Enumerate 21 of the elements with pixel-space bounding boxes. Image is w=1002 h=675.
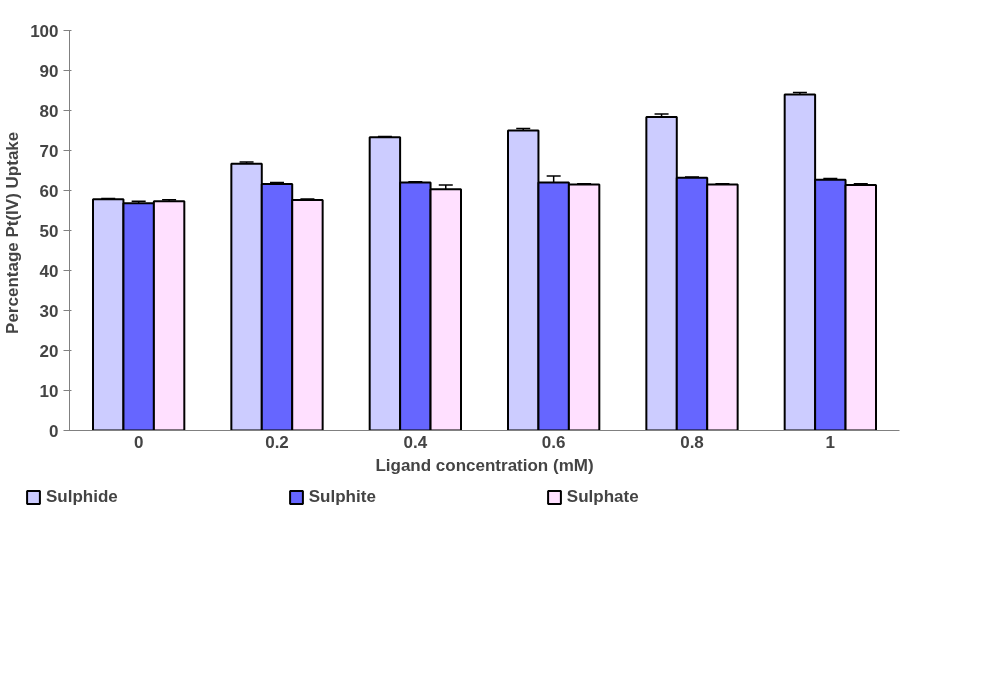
y-tick-label: 90 (39, 61, 59, 81)
legend-label: Sulphite (308, 487, 376, 507)
y-tick-label: 20 (39, 341, 59, 361)
x-tick-label: 0.6 (541, 432, 566, 452)
y-tick-label: 30 (39, 301, 59, 321)
y-tick-label: 50 (39, 221, 59, 241)
x-tick-label: 1 (825, 432, 836, 452)
y-tick-label: 60 (39, 181, 59, 201)
x-tick-label: 0 (133, 432, 144, 452)
y-tick-label: 70 (39, 141, 59, 161)
y-tick-label: 10 (39, 381, 59, 401)
y-tick-label: 40 (39, 261, 59, 281)
x-axis-title: Ligand concentration (mM) (375, 455, 594, 475)
y-tick-label: 80 (39, 101, 59, 121)
y-tick-label: 100 (30, 21, 59, 41)
legend-label: Sulphide (46, 487, 118, 507)
y-axis-title: Percentage Pt(IV) Uptake (3, 131, 23, 334)
legend-label: Sulphate (566, 487, 639, 507)
x-tick-label: 0.4 (403, 432, 428, 452)
x-tick-label: 0.8 (680, 432, 704, 452)
x-tick-label: 0.2 (265, 432, 289, 452)
